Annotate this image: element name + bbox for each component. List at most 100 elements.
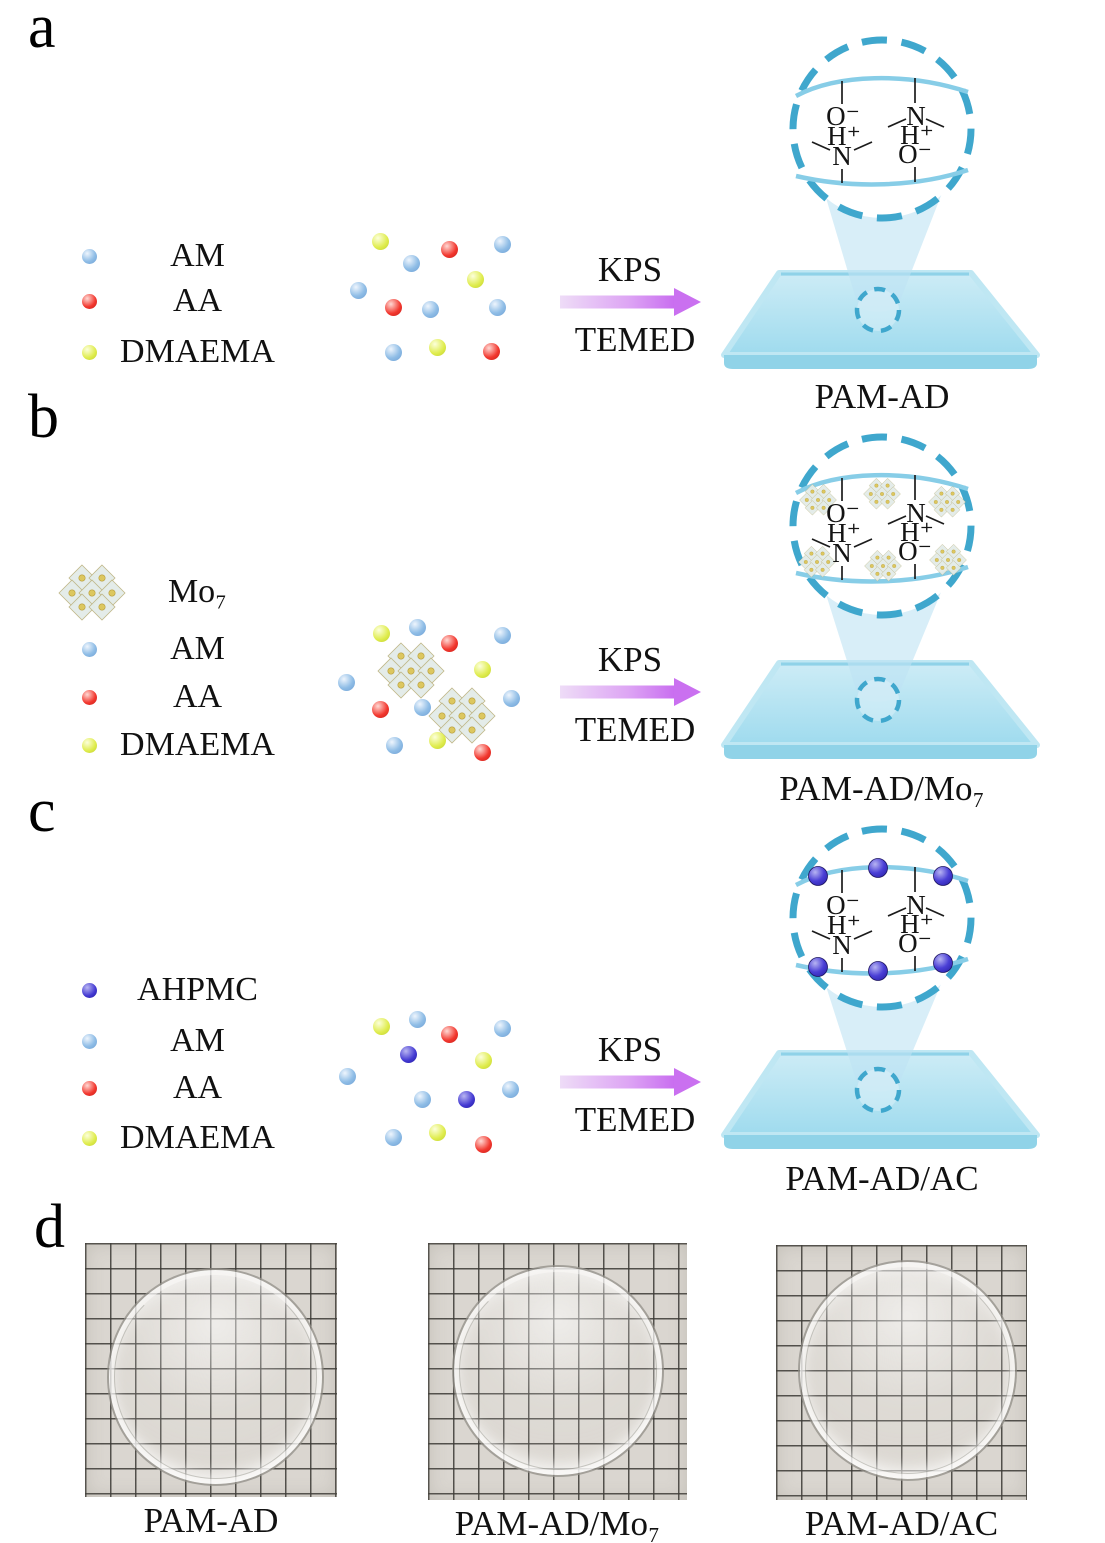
hydrogel-slab — [721, 660, 1040, 759]
panel-label-c: c — [28, 777, 56, 845]
mo7-cluster-small — [929, 544, 967, 576]
mo7-cluster-small — [928, 486, 966, 518]
legend-label-mo7: Mo₇ — [167, 573, 228, 610]
legend-label-am: AM — [170, 237, 225, 274]
monomer-dot-am — [408, 1010, 426, 1028]
monomer-dot-am — [384, 1128, 402, 1146]
atom-label-o-minus: O⁻ — [898, 536, 932, 566]
mo7-cluster — [428, 687, 496, 744]
ahpmc-particle — [808, 866, 828, 886]
arrow-right-icon — [560, 678, 701, 706]
monomer-dot-dmaema — [428, 731, 446, 749]
arrow-right-icon — [560, 288, 701, 316]
aa-legend-dot — [82, 689, 97, 705]
atom-label-n: N — [832, 141, 852, 171]
chemical-bond — [925, 907, 945, 917]
atom-label-n: N — [906, 101, 926, 131]
aa-legend-dot — [82, 1080, 97, 1096]
monomer-dot-aa — [473, 743, 491, 761]
reagent-temed-c: TEMED — [574, 1100, 696, 1139]
reagent-temed-b: TEMED — [574, 710, 696, 749]
chemical-bond — [811, 930, 831, 940]
atom-label-o-minus: O⁻ — [826, 890, 860, 920]
product-label-pam-ad-ac: PAM-AD/AC — [785, 1159, 979, 1198]
reagent-kps-b: KPS — [597, 640, 663, 679]
product-label-pam-ad: PAM-AD — [814, 377, 950, 416]
photo-caption-3: PAM-AD/AC — [804, 1504, 999, 1543]
sample-spot-circle — [854, 286, 902, 334]
chemical-bond — [925, 118, 945, 128]
hydrogel-photo-2 — [428, 1243, 687, 1500]
monomer-dot-am — [413, 1090, 431, 1108]
chemical-bond — [887, 515, 907, 525]
magnified-network-graphic: O⁻H⁺NNH⁺O⁻ — [721, 36, 1040, 369]
atom-label-h-plus: H⁺ — [827, 910, 861, 940]
ahpmc-particle — [808, 957, 828, 977]
monomer-dot-am — [337, 673, 355, 691]
monomer-dot-am — [493, 235, 511, 253]
monomer-dot-dmaema — [473, 660, 491, 678]
monomer-dot-dmaema — [466, 270, 484, 288]
monomer-dot-dmaema — [474, 1051, 492, 1069]
monomer-dot-am — [488, 298, 506, 316]
chemical-bond — [853, 141, 873, 151]
monomer-dot-dmaema — [371, 232, 389, 250]
monomer-dot-ahpmc — [399, 1045, 417, 1063]
magnified-network-graphic: O⁻H⁺NNH⁺O⁻ — [721, 825, 1040, 1149]
monomer-dot-am — [384, 343, 402, 361]
legend-label-aa: AA — [172, 1069, 223, 1106]
chemical-bond — [925, 515, 945, 525]
ahpmc-particle — [868, 858, 888, 878]
am-legend-dot — [82, 641, 97, 657]
legend-label-aa: AA — [172, 282, 223, 319]
legend-label-am: AM — [170, 1022, 225, 1059]
atom-label-h-plus: H⁺ — [900, 909, 934, 939]
mo7-cluster-small — [863, 478, 901, 510]
polymer-chain-bottom — [795, 167, 969, 187]
monomer-dot-am — [413, 698, 431, 716]
magnifier-cone — [824, 188, 944, 312]
mo7-cluster-small — [798, 546, 836, 578]
magnifier-cone — [824, 585, 944, 702]
hydrogel-photo-3 — [776, 1245, 1027, 1500]
monomer-dot-aa — [482, 342, 500, 360]
panel-label-d: d — [34, 1193, 65, 1261]
panel-label-b: b — [28, 383, 59, 451]
monomer-dot-am — [408, 618, 426, 636]
am-legend-dot — [82, 248, 97, 264]
dmaema-legend-dot — [82, 344, 97, 360]
monomer-dot-aa — [474, 1135, 492, 1153]
hydrogel-slab — [721, 1050, 1040, 1149]
atom-label-h-plus: H⁺ — [827, 518, 861, 548]
ahpmc-particle — [868, 961, 888, 981]
monomer-dot-aa — [371, 700, 389, 718]
atom-label-o-minus: O⁻ — [826, 101, 860, 131]
photo-caption-1: PAM-AD — [143, 1501, 279, 1540]
mo7-legend-icon — [58, 564, 126, 621]
atom-label-o-minus: O⁻ — [826, 498, 860, 528]
monomer-dot-am — [493, 626, 511, 644]
dmaema-legend-dot — [82, 737, 97, 753]
legend-label-aa: AA — [172, 678, 223, 715]
monomer-dot-dmaema — [372, 624, 390, 642]
monomer-dot-ahpmc — [457, 1090, 475, 1108]
atom-label-n: N — [832, 930, 852, 960]
monomer-dot-am — [385, 736, 403, 754]
atom-label-o-minus: O⁻ — [898, 139, 932, 169]
atom-label-n: N — [906, 498, 926, 528]
magnifier-circle — [789, 825, 975, 1011]
monomer-dot-am — [502, 689, 520, 707]
magnifier-circle — [789, 36, 975, 222]
ahpmc-particle — [933, 953, 953, 973]
monomer-dot-dmaema — [372, 1017, 390, 1035]
sample-spot-circle — [854, 1066, 902, 1114]
aa-legend-dot — [82, 293, 97, 309]
chemical-bond — [811, 141, 831, 151]
magnifier-circle — [789, 433, 975, 619]
reagent-temed-a: TEMED — [574, 320, 696, 359]
legend-label-dmaema: DMAEMA — [120, 333, 275, 370]
atom-label-h-plus: H⁺ — [827, 121, 861, 151]
monomer-dot-aa — [440, 1025, 458, 1043]
chemical-bond — [853, 930, 873, 940]
monomer-dot-aa — [384, 298, 402, 316]
